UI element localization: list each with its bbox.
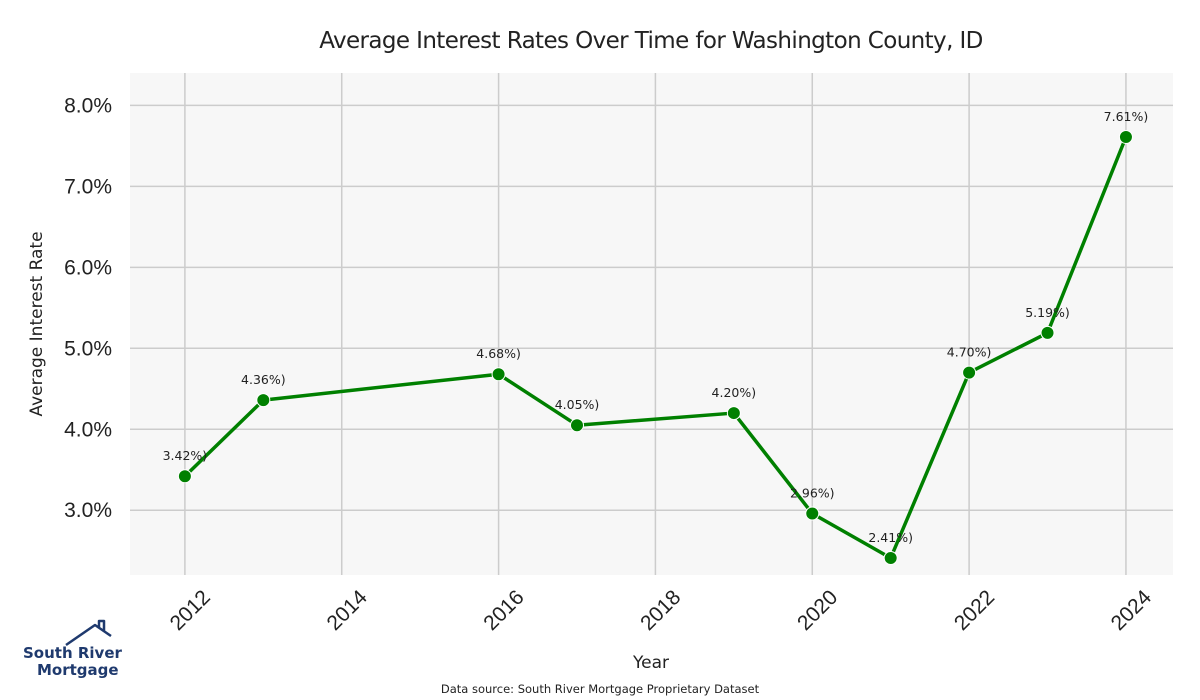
data-point [726, 406, 741, 421]
data-point [177, 469, 192, 484]
x-axis-ticks: 2012 2014 2016 2018 2020 2022 2024 [166, 586, 1157, 636]
x-tick-label: 2022 [950, 586, 999, 635]
y-tick-label: 6.0% [64, 256, 112, 279]
data-label: 2.41%) [868, 530, 913, 545]
data-points [177, 129, 1133, 565]
y-axis-label: Average Interest Rate [27, 231, 47, 416]
data-label: 4.05%) [555, 397, 600, 412]
y-tick-label: 5.0% [64, 337, 112, 360]
data-point [1118, 129, 1133, 144]
logo-line-1: South River [23, 644, 123, 662]
data-label: 4.68%) [476, 346, 521, 361]
data-labels: 3.42%) 4.36%) 4.68%) 4.05%) 4.20%) 2.96%) 2.41… [163, 109, 1149, 545]
y-tick-label: 3.0% [64, 499, 112, 522]
x-tick-label: 2020 [793, 586, 842, 635]
data-point [962, 365, 977, 380]
logo-line-2: Mortgage [37, 661, 119, 679]
series-line [183, 136, 1128, 560]
company-logo: South River Mortgage [23, 619, 123, 679]
x-tick-label: 2024 [1107, 586, 1157, 636]
data-label: 4.20%) [712, 385, 757, 400]
data-label: 2.96%) [790, 485, 835, 500]
x-tick-label: 2014 [322, 586, 372, 636]
x-tick-label: 2016 [479, 586, 528, 635]
grid [130, 73, 1173, 575]
y-tick-label: 7.0% [64, 175, 112, 198]
y-tick-label: 4.0% [64, 418, 112, 441]
x-tick-label: 2018 [636, 586, 685, 635]
house-roof-icon [65, 619, 112, 647]
y-axis-ticks: 3.0% 4.0% 5.0% 6.0% 7.0% 8.0% [64, 94, 112, 522]
data-point [1040, 325, 1055, 340]
data-point [805, 506, 820, 521]
data-point [491, 367, 506, 382]
data-label: 4.70%) [947, 345, 992, 360]
data-point [883, 550, 898, 565]
chart-title: Average Interest Rates Over Time for Was… [319, 28, 983, 54]
plot-area [130, 73, 1173, 575]
data-label: 3.42%) [163, 448, 208, 463]
data-label: 5.19%) [1025, 305, 1070, 320]
data-point [570, 418, 584, 433]
data-point [256, 393, 271, 408]
data-source-note: Data source: South River Mortgage Propri… [441, 682, 760, 696]
x-tick-label: 2012 [166, 586, 215, 635]
data-label: 7.61%) [1104, 109, 1149, 124]
data-label: 4.36%) [241, 372, 286, 387]
x-axis-label: Year [632, 653, 669, 673]
y-tick-label: 8.0% [64, 94, 112, 117]
